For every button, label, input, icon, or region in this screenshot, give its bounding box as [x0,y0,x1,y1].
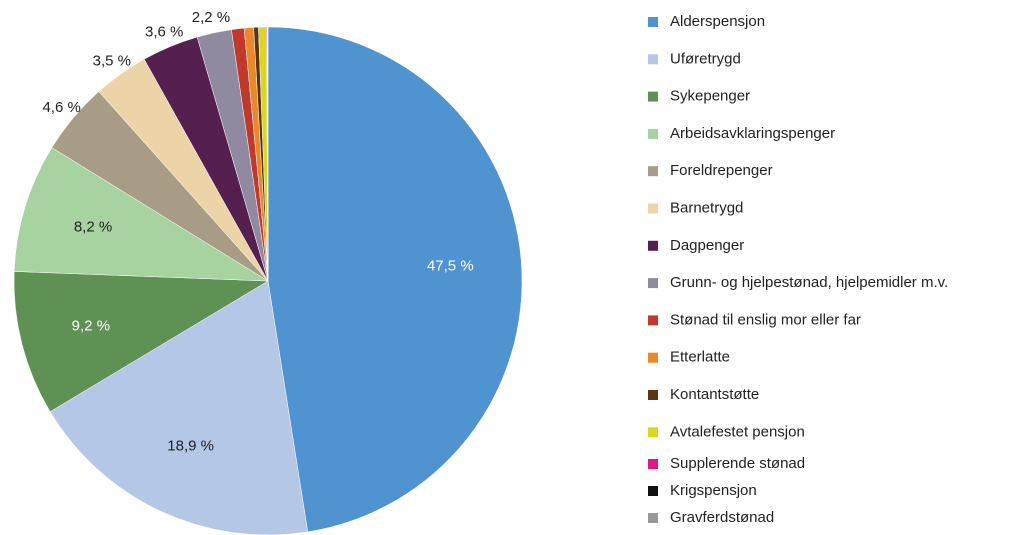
legend-swatch [648,486,658,496]
legend-swatch [648,240,658,251]
legend-label: Grunn- og hjelpestønad, hjelpemidler m.v… [670,274,948,291]
legend-swatch [648,166,658,177]
legend-swatch [648,427,658,438]
legend-swatch [648,390,658,400]
legend-label: Krigspensjon [670,482,757,499]
data-label: 8,2 % [74,219,112,236]
legend-label: Uføretrygd [670,50,741,67]
legend-swatch [648,513,658,523]
pie-slice [267,26,523,533]
legend-swatch [648,91,658,102]
legend-swatch [648,17,658,27]
legend-label: Avtalefestet pensjon [670,423,805,440]
legend-swatch [648,54,658,65]
data-label: 3,5 % [93,53,131,70]
data-label: 2,2 % [192,9,230,26]
legend-label: Dagpenger [670,237,744,254]
legend-swatch [648,315,658,326]
legend-label: Gravferdstønad [670,509,774,526]
data-label: 4,6 % [42,99,80,116]
legend-swatch [648,203,658,214]
legend-label: Alderspensjon [670,13,765,30]
data-label: 9,2 % [72,317,110,334]
data-label: 47,5 % [427,258,474,275]
legend-label: Sykepenger [670,88,750,105]
legend-label: Barnetrygd [670,199,743,216]
legend-label: Arbeidsavklaringspenger [670,125,835,142]
data-label: 18,9 % [167,438,214,455]
legend-label: Supplerende stønad [670,455,805,472]
data-label: 3,6 % [145,24,183,41]
legend-label: Stønad til enslig mor eller far [670,311,861,328]
pie-slice [13,147,269,282]
legend-label: Kontantstøtte [670,386,759,403]
legend-swatch [648,128,658,139]
pie-slice [13,271,269,413]
legend-label: Foreldrepenger [670,162,773,179]
legend-swatch [648,352,658,363]
legend-label: Etterlatte [670,349,730,366]
legend-swatch [648,278,658,289]
legend-swatch [648,459,658,469]
